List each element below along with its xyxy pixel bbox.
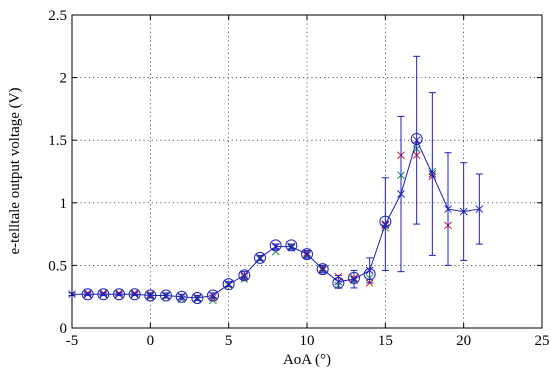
y-tick-label: 0 (60, 321, 68, 337)
mean-point (318, 265, 327, 274)
circle-marker (348, 271, 360, 284)
x-tick-label: 15 (378, 333, 393, 349)
circle-marker (81, 288, 94, 301)
y-tick-label: 2 (60, 71, 68, 87)
circle-marker (316, 263, 329, 276)
mean-point (412, 136, 421, 145)
circle-marker (191, 291, 204, 304)
mean-point (162, 291, 170, 300)
circle-marker (410, 132, 423, 145)
mean-point (365, 266, 374, 275)
mean-point (444, 205, 452, 213)
circle-marker (254, 251, 266, 264)
y-axis-title: e-telltale output voltage (V) (7, 87, 23, 254)
mean-point (459, 207, 468, 216)
mean-point (350, 275, 358, 284)
series-layer (68, 55, 484, 305)
circle-marker (222, 278, 235, 291)
circle-marker (175, 290, 188, 303)
mean-point (193, 294, 202, 302)
mean-point (271, 242, 280, 251)
y-tick-label: 1 (60, 196, 68, 212)
mean-point (224, 280, 233, 289)
mean-point (303, 250, 311, 258)
circle-marker (144, 289, 157, 302)
mean-point (334, 277, 343, 286)
circle-marker (238, 269, 251, 282)
x-tick-label: 20 (456, 333, 471, 349)
mean-point (240, 271, 249, 280)
y-tick-label: 0.5 (48, 258, 67, 274)
mean-point (475, 205, 484, 213)
x-tick-label: -5 (66, 333, 79, 349)
mean-point (177, 292, 186, 301)
circle-marker (160, 289, 172, 302)
mean-point (115, 290, 123, 299)
circle-marker (301, 248, 313, 261)
y-tick-label: 1.5 (48, 133, 67, 149)
circle-marker (97, 288, 110, 301)
circle-marker (113, 288, 125, 301)
circle-marker (207, 289, 219, 302)
y-tick-label: 2.5 (48, 8, 67, 24)
circle-marker (379, 215, 392, 228)
mean-point (83, 290, 92, 299)
x-tick-label: 10 (300, 333, 315, 349)
x-tick-label: 25 (535, 333, 550, 349)
circle-marker (332, 276, 345, 289)
circle-marker (128, 288, 141, 301)
circle-marker (363, 268, 376, 281)
mean-point (397, 190, 405, 198)
mean-point (146, 291, 155, 300)
mean-point (256, 254, 264, 262)
mean-point (287, 242, 296, 251)
mean-point (99, 290, 108, 299)
mean-point (428, 170, 437, 178)
x-tick-label: 0 (147, 333, 155, 349)
circle-marker (269, 239, 282, 252)
mean-point (130, 290, 139, 299)
x-tick-label: 5 (225, 333, 233, 349)
circle-marker (285, 239, 298, 252)
mean-point (209, 291, 217, 300)
x-axis-title: AoA (°) (283, 352, 331, 368)
